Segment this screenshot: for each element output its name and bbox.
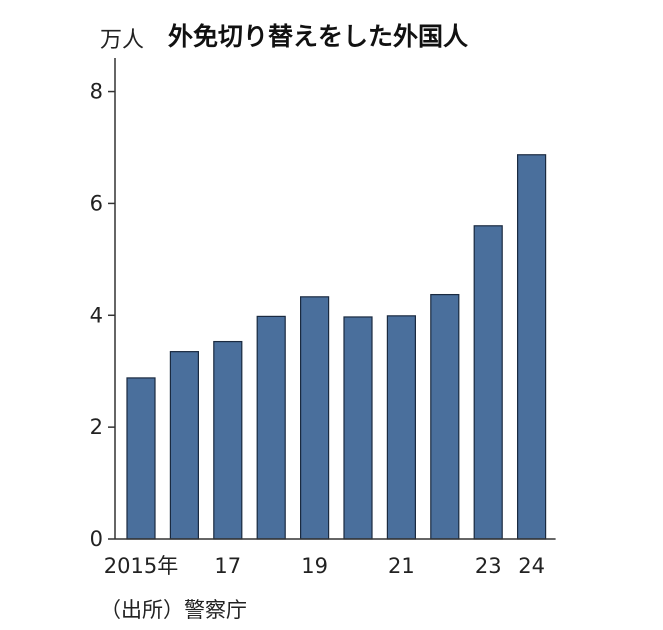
chart-title: 外免切り替えをした外国人 [168,22,468,51]
x-axis: 2015年 17 19 21 23 24 [104,538,556,578]
bars-group [126,154,547,540]
bar-2021 [386,315,416,540]
bar-2024 [516,154,547,540]
bar-2019 [300,296,330,540]
y-tick-label-8: 8 [90,80,103,104]
bar-2016 [169,351,199,540]
y-tick-label-0: 0 [90,527,103,551]
bar-2020 [343,316,373,540]
y-tick-label-6: 6 [90,191,103,215]
y-axis: 0 2 4 6 8 [90,58,116,551]
x-tick-label-2021: 21 [388,554,415,578]
source-note: （出所）警察庁 [100,598,247,622]
bar-2015 [126,377,156,540]
x-tick-label-2024: 24 [518,554,545,578]
bar-2022 [430,293,460,540]
y-tick-label-2: 2 [90,415,103,439]
bar-2017 [213,340,243,540]
bar-2018 [256,315,286,540]
y-unit-label: 万人 [100,28,144,53]
x-tick-label-2019: 19 [301,554,328,578]
x-tick-label-2017: 17 [214,554,241,578]
bar-2023 [473,225,503,540]
x-tick-label-2023: 23 [475,554,502,578]
y-tick-label-4: 4 [90,303,103,327]
x-tick-label-2015: 2015年 [104,554,178,578]
